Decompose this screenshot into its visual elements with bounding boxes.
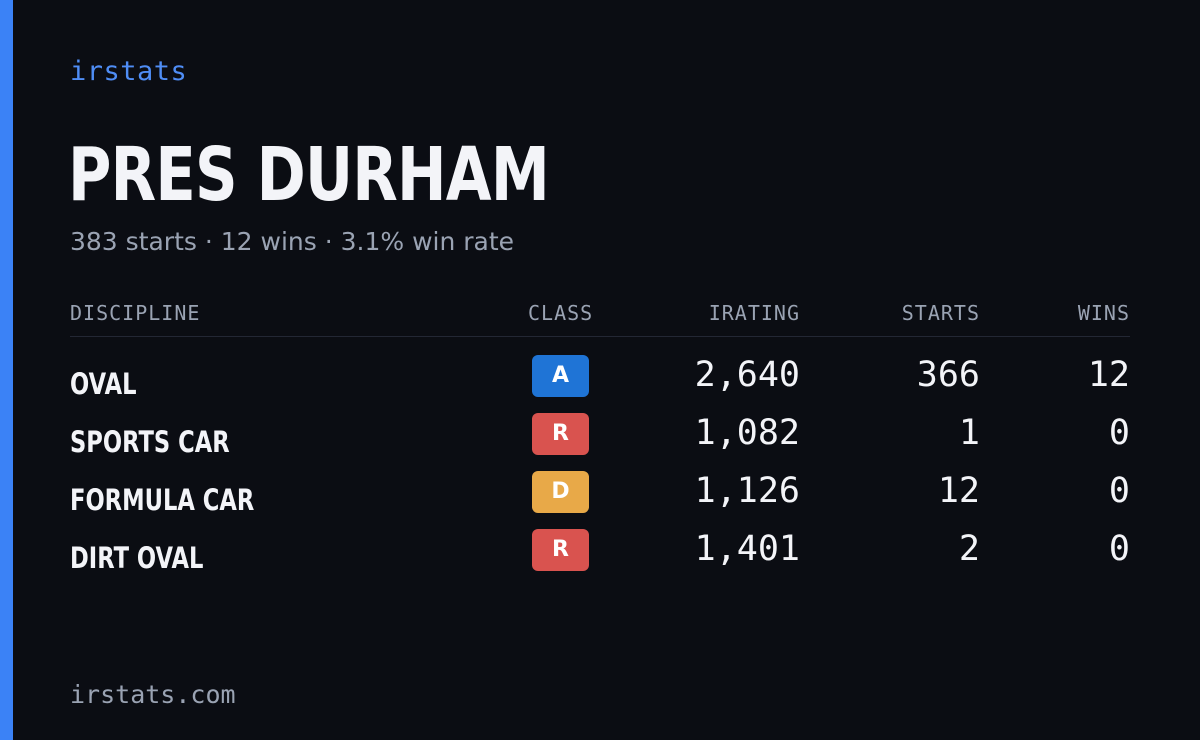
table-row: FORMULA CAR D 1,126 12 0 (70, 469, 1130, 527)
header-wins: WINS (1077, 301, 1130, 325)
class-badge: R (532, 413, 589, 455)
wins-value: 0 (1108, 471, 1130, 511)
starts-value: 12 (937, 471, 980, 511)
discipline-table: DISCIPLINE CLASS IRATING STARTS WINS OVA… (70, 296, 1130, 585)
header-irating: IRATING (708, 301, 800, 325)
class-badge: D (532, 471, 589, 513)
driver-summary: 383 starts · 12 wins · 3.1% win rate (70, 227, 515, 256)
discipline-name: FORMULA CAR (70, 483, 255, 517)
brand-logo: irstats (70, 56, 188, 87)
discipline-name: OVAL (70, 367, 137, 401)
irating-value: 1,401 (694, 529, 800, 569)
table-row: DIRT OVAL R 1,401 2 0 (70, 527, 1130, 585)
footer-url: irstats.com (70, 680, 236, 709)
discipline-name: DIRT OVAL (70, 541, 204, 575)
driver-name: PRES DURHAM (68, 132, 550, 218)
wins-value: 0 (1108, 529, 1130, 569)
starts-value: 1 (958, 413, 980, 453)
starts-value: 366 (916, 355, 980, 395)
discipline-name: SPORTS CAR (70, 425, 230, 459)
class-badge: R (532, 529, 589, 571)
table-row: OVAL A 2,640 366 12 (70, 353, 1130, 411)
starts-value: 2 (958, 529, 980, 569)
wins-value: 0 (1108, 413, 1130, 453)
wins-value: 12 (1087, 355, 1130, 395)
irating-value: 1,082 (694, 413, 800, 453)
header-starts: STARTS (901, 301, 980, 325)
header-class: CLASS (528, 301, 594, 325)
irating-value: 1,126 (694, 471, 800, 511)
irating-value: 2,640 (694, 355, 800, 395)
class-badge: A (532, 355, 589, 397)
table-body: OVAL A 2,640 366 12 SPORTS CAR R 1,082 1… (70, 353, 1130, 585)
accent-bar (0, 0, 13, 740)
header-discipline: DISCIPLINE (70, 301, 201, 325)
table-row: SPORTS CAR R 1,082 1 0 (70, 411, 1130, 469)
table-header: DISCIPLINE CLASS IRATING STARTS WINS (70, 296, 1130, 337)
